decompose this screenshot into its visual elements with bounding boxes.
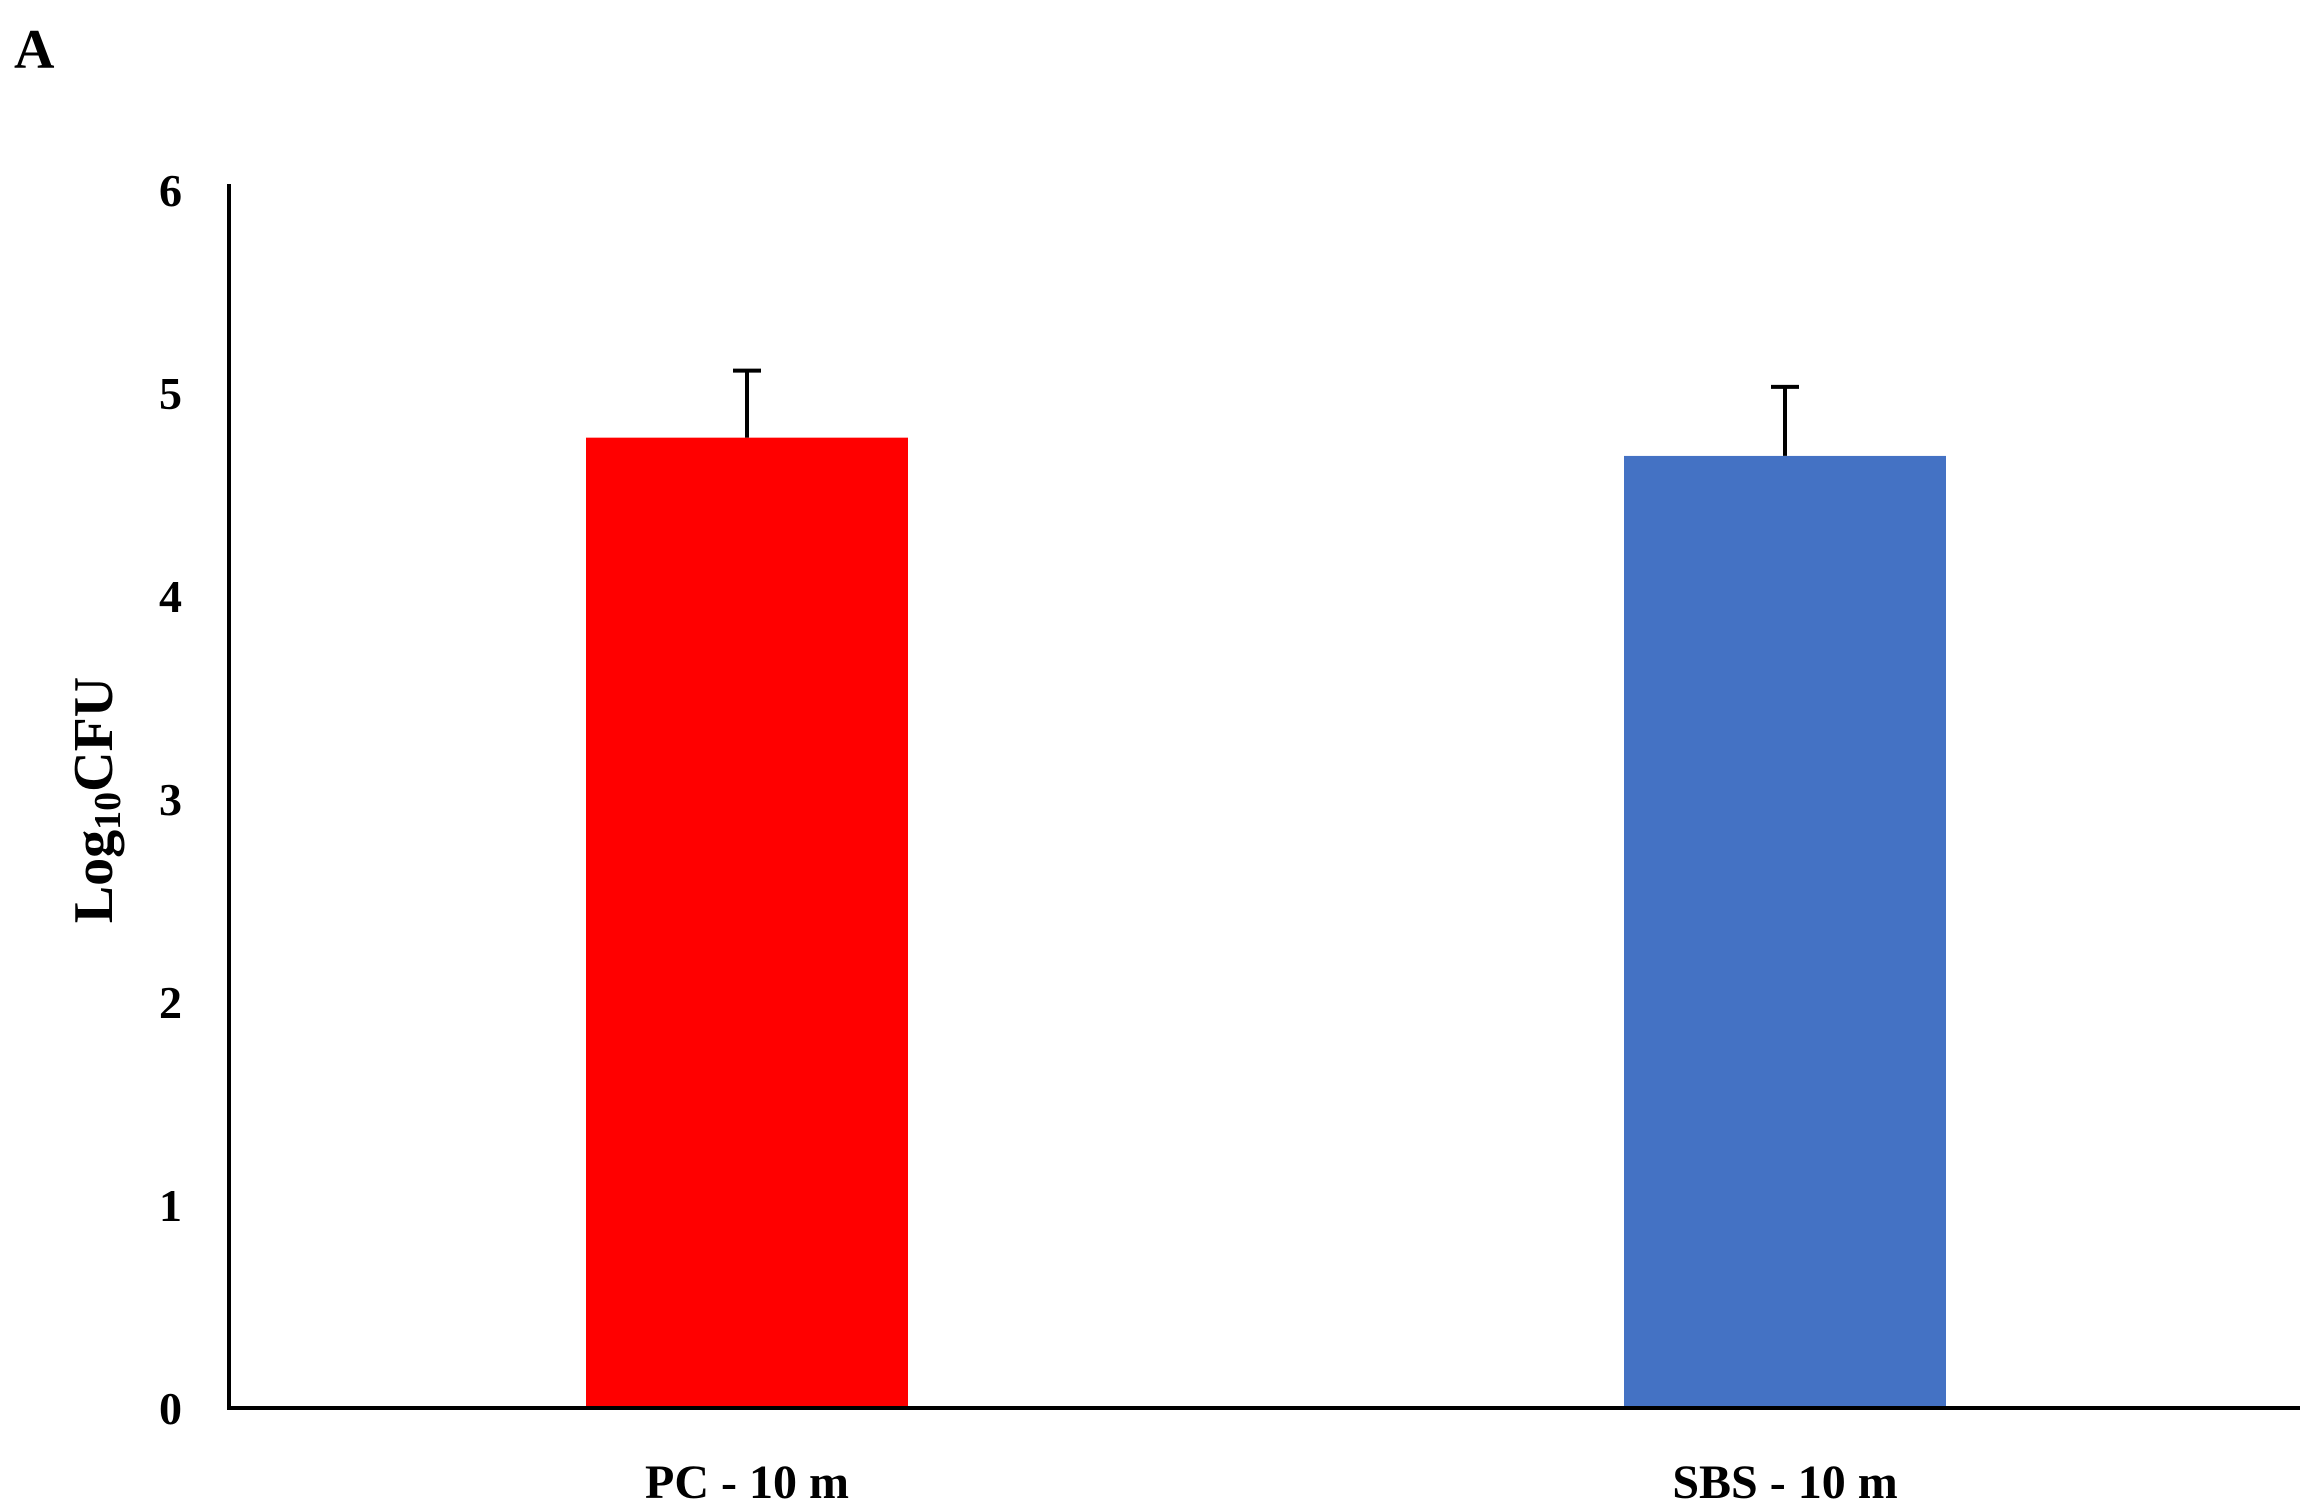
bars [586, 437, 1946, 1408]
error-bar [1771, 384, 1799, 456]
error-bars [733, 368, 1799, 456]
y-tick-label: 6 [159, 165, 182, 216]
y-tick-label: 1 [159, 1180, 182, 1231]
y-tick-label: 3 [159, 774, 182, 825]
x-category-label: PC - 10 m [645, 1456, 849, 1509]
y-tick-label: 5 [159, 368, 182, 419]
y-tick-label: 2 [159, 977, 182, 1028]
error-bar [733, 368, 761, 438]
x-axis-categories: PC - 10 m SBS - 10 m [645, 1456, 1898, 1509]
y-axis-ticks: 0 1 2 3 4 5 6 [159, 165, 182, 1434]
y-tick-label: 0 [159, 1383, 182, 1434]
panel-label: A [14, 19, 55, 81]
bar [1624, 455, 1946, 1408]
x-category-label: SBS - 10 m [1672, 1456, 1897, 1509]
y-tick-label: 4 [159, 571, 182, 622]
bar [586, 437, 908, 1408]
y-axis-title: Log10CFU [63, 677, 129, 923]
